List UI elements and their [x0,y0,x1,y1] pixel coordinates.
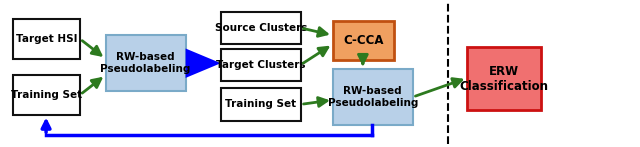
Text: C-CCA: C-CCA [343,34,383,47]
FancyBboxPatch shape [333,69,413,125]
Text: Training Set: Training Set [225,99,296,109]
Text: ERW
Classification: ERW Classification [460,65,548,93]
Text: RW-based
Pseudolabeling: RW-based Pseudolabeling [328,86,418,108]
Text: Target Clusters: Target Clusters [216,60,305,70]
FancyBboxPatch shape [13,75,80,115]
Text: RW-based
Pseudolabeling: RW-based Pseudolabeling [100,52,191,74]
Polygon shape [186,49,221,78]
FancyBboxPatch shape [221,88,301,121]
FancyBboxPatch shape [333,21,394,60]
Text: Target HSI: Target HSI [15,34,77,44]
FancyBboxPatch shape [467,47,541,110]
FancyBboxPatch shape [221,12,301,44]
FancyBboxPatch shape [13,19,80,59]
FancyBboxPatch shape [106,35,186,91]
FancyBboxPatch shape [221,49,301,81]
Text: Training Set: Training Set [11,90,82,100]
Text: Source Clusters: Source Clusters [214,23,307,33]
